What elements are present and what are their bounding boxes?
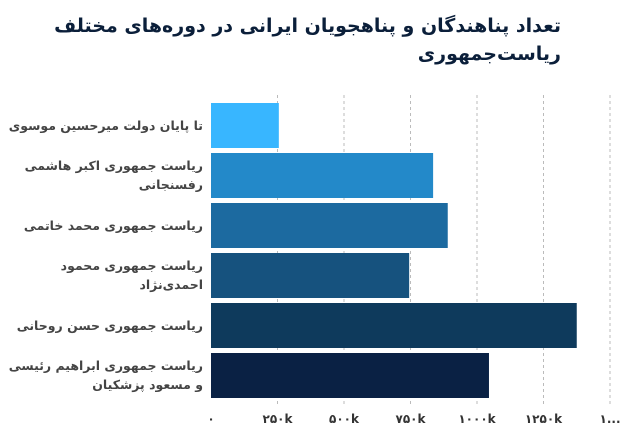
x-tick-label: ۷۵۰k [396, 412, 427, 426]
bar [211, 103, 279, 148]
bar [211, 153, 434, 198]
y-tick-label: ریاست جمهوری ابراهیم رئیسی و مسعود پزشکی… [8, 358, 203, 392]
bar [211, 303, 577, 348]
y-tick-label: ریاست جمهوری محمد خاتمی [23, 217, 203, 233]
y-tick-label: ریاست جمهوری محمود احمدی‌نژاد [60, 258, 203, 292]
x-tick-label: ۲۵۰k [263, 412, 294, 426]
x-tick-label: ۱... [600, 412, 621, 426]
bar [211, 353, 489, 398]
x-tick-label: ۱۰۰۰k [458, 412, 496, 426]
x-tick-label: ۱۲۵۰k [525, 412, 563, 426]
y-tick-label: تا پایان دولت میرحسین موسوی [8, 117, 203, 133]
bar [211, 203, 448, 248]
x-tick-label: ۵۰۰k [329, 412, 360, 426]
chart-title: تعداد پناهندگان و پناهجویان ایرانی در دو… [54, 15, 561, 65]
bar [211, 253, 410, 298]
y-tick-label: ریاست جمهوری حسن روحانی [16, 317, 203, 333]
y-tick-label: ریاست جمهوری اکبر هاشمی رفسنجانی [24, 158, 203, 192]
x-tick-label: ۰ [207, 412, 214, 426]
